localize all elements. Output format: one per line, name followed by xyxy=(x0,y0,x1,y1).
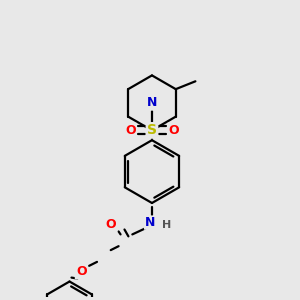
Text: N: N xyxy=(145,216,155,229)
Text: O: O xyxy=(76,265,87,278)
Text: S: S xyxy=(147,123,157,137)
Text: N: N xyxy=(147,96,157,110)
Text: O: O xyxy=(168,124,179,137)
Text: O: O xyxy=(105,218,116,231)
Text: H: H xyxy=(162,220,171,230)
Text: O: O xyxy=(125,124,136,137)
